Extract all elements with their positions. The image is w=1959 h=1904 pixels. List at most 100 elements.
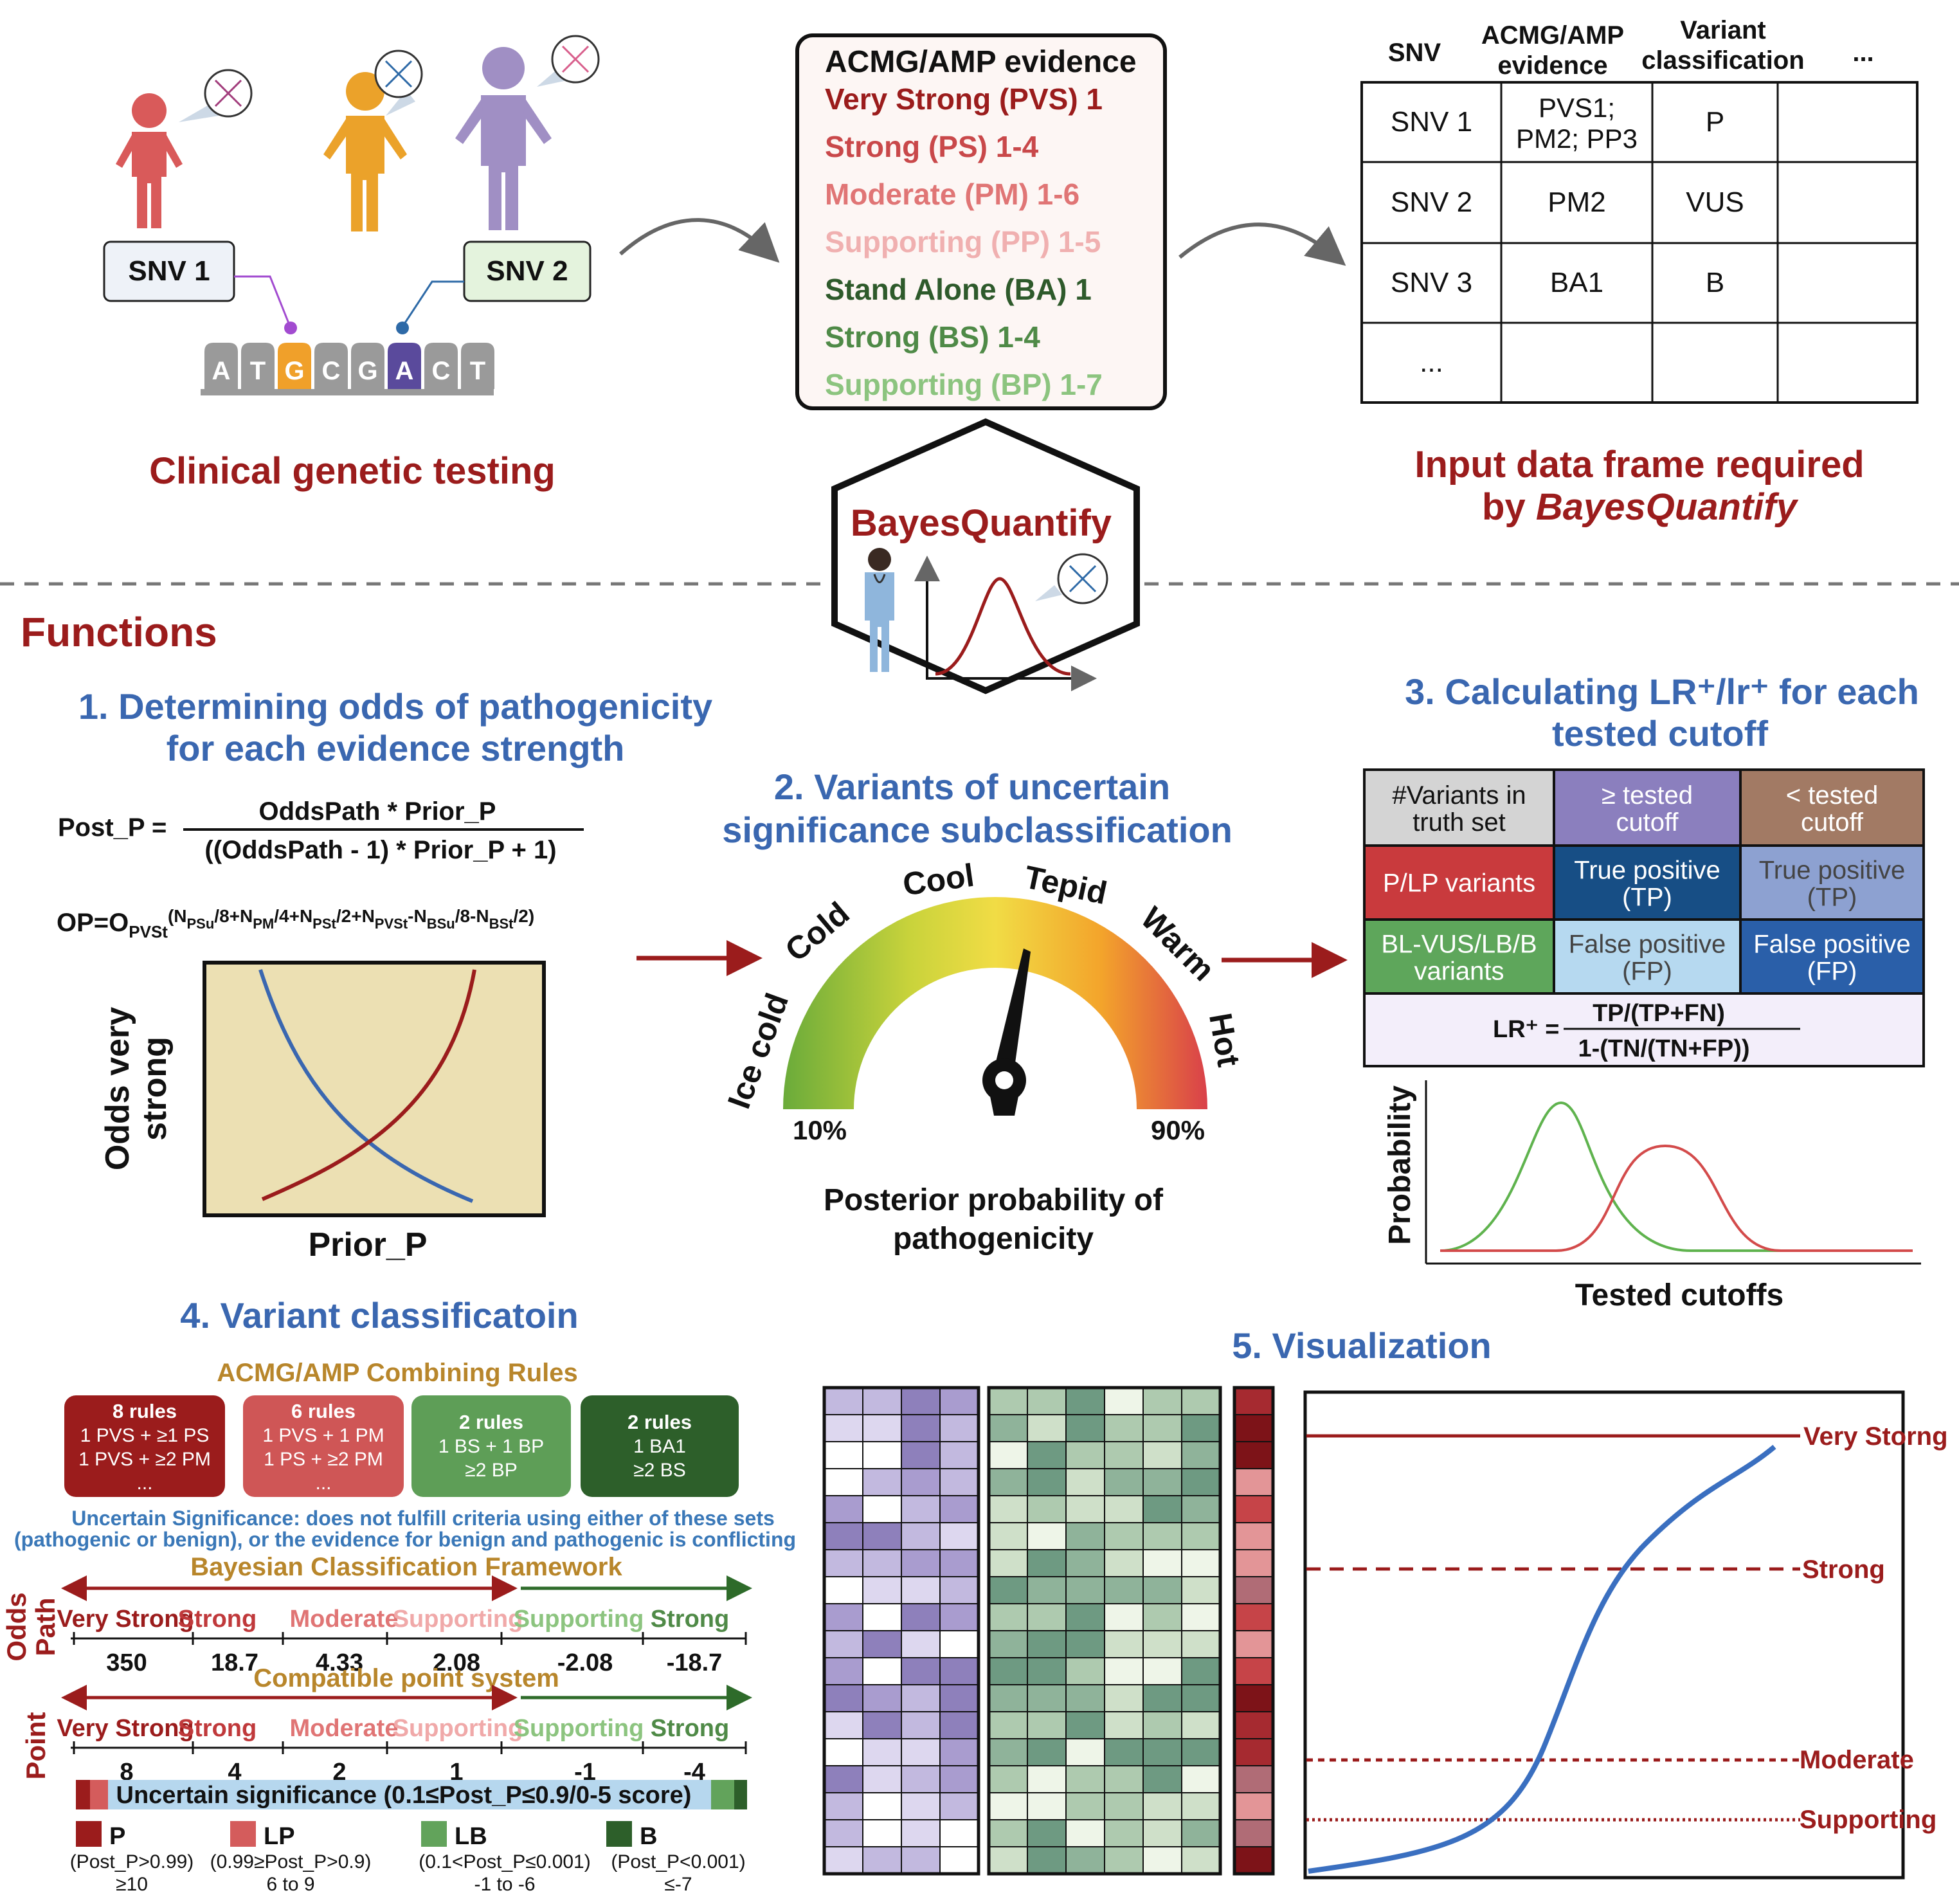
heatmap-cell xyxy=(1142,1630,1182,1658)
heatmap-cell xyxy=(939,1414,979,1442)
evidence-line: Supporting (PP) 1-5 xyxy=(825,225,1101,258)
person-orange-icon xyxy=(323,72,407,231)
heatmap-cell xyxy=(862,1819,902,1847)
rule-boxes: 8 rules 1 PVS + ≥1 PS 1 PVS + ≥2 PM... 6 ru… xyxy=(64,1395,739,1497)
heatmap-cell xyxy=(988,1576,1028,1604)
heatmap-cell xyxy=(1104,1684,1144,1712)
heatmap-cell xyxy=(1065,1522,1105,1550)
gauge-caption-line2: pathogenicity xyxy=(893,1222,1094,1256)
scale-value: 8 xyxy=(120,1759,133,1786)
lr-table-text: #Variants in xyxy=(1392,781,1526,810)
heatmap-cell xyxy=(824,1738,863,1766)
heatmap-cell xyxy=(901,1738,941,1766)
heatmap-cell xyxy=(1181,1468,1221,1496)
table-cell: B xyxy=(1706,267,1724,298)
lr-lhs: LR⁺ = xyxy=(1493,1016,1559,1043)
us-note-line1: Uncertain Significance: does not fulfill… xyxy=(71,1507,775,1530)
rule-box xyxy=(581,1395,739,1497)
heatmap-cell xyxy=(1027,1657,1067,1685)
heatmap-cell xyxy=(1104,1765,1144,1793)
rule-box-line: ... xyxy=(315,1473,331,1494)
heatmap-cell xyxy=(988,1657,1028,1685)
legend-label: B xyxy=(640,1823,657,1850)
heatmap-cell xyxy=(988,1495,1028,1523)
lr-numerator: TP/(TP+FN) xyxy=(1593,1000,1725,1027)
scale-axis-label: Odds xyxy=(1,1592,32,1661)
heatmap-cell xyxy=(862,1549,902,1577)
heatmap-cell xyxy=(1027,1441,1067,1469)
heatmap-cell xyxy=(862,1522,902,1550)
dna-base xyxy=(314,343,348,389)
evidence-list: Very Strong (PVS) 1 Strong (PS) 1-4 Modera… xyxy=(825,82,1103,401)
dna-base-letter: G xyxy=(357,357,377,385)
op-formula: OP=OPVSt(NPSu/8+NPM/4+NPSt/2+NPVSt-NBSu/… xyxy=(57,906,534,941)
heatmap-cell xyxy=(1181,1522,1221,1550)
heatmap-cell xyxy=(862,1657,902,1685)
heatmap-cell xyxy=(824,1657,863,1685)
snv1-connector xyxy=(234,275,291,325)
formula-lhs: Post_P = xyxy=(58,813,167,842)
lr-table-text: False positive xyxy=(1569,930,1726,959)
lr-table-text: (TP) xyxy=(1807,884,1857,912)
heatmap-cell xyxy=(939,1846,979,1874)
heatmap-cell xyxy=(1027,1684,1067,1712)
strength-label: Supporting xyxy=(514,1715,644,1742)
evidence-box xyxy=(795,33,1167,410)
heatmap-cell xyxy=(824,1522,863,1550)
bayesquantify-logo: BayesQuantify xyxy=(831,418,1140,694)
lr-table-cell xyxy=(1553,844,1742,921)
strength-label: Moderate xyxy=(290,1606,399,1633)
heatmap-cell xyxy=(1065,1792,1105,1820)
heatmap-cell xyxy=(901,1711,941,1739)
us-note-line2: (pathogenic or benign), or the evidence … xyxy=(14,1528,796,1551)
lr-table-text: cutoff xyxy=(1616,808,1679,837)
heatmap-cell xyxy=(939,1522,979,1550)
rule-box-line: 1 PVS + 1 PM xyxy=(262,1425,384,1446)
doctor-icon xyxy=(865,548,894,672)
heatmap-cell xyxy=(1181,1738,1221,1766)
heatmap-cell xyxy=(1181,1765,1221,1793)
heatmap-cell xyxy=(988,1441,1028,1469)
heatmap-cell xyxy=(1027,1846,1067,1874)
heatmap-cell xyxy=(939,1387,979,1415)
heatmap-cell xyxy=(1142,1765,1182,1793)
heatmap-cell xyxy=(824,1549,863,1577)
threshold-plot-frame xyxy=(1303,1390,1905,1880)
heatmap-cell xyxy=(1181,1657,1221,1685)
heatmap-cell xyxy=(1234,1522,1274,1550)
gauge-needle xyxy=(982,948,1031,1116)
heatmap-cell xyxy=(862,1441,902,1469)
legend-swatch xyxy=(230,1821,256,1847)
evidence-box-title: ACMG/AMP evidence xyxy=(825,45,1137,79)
heatmap-cell xyxy=(1104,1549,1144,1577)
point-title: Compatible point system xyxy=(253,1664,559,1692)
lr-table-cell xyxy=(1739,918,1925,995)
heatmap-cell xyxy=(1104,1738,1144,1766)
lr-table-cell xyxy=(1739,768,1925,847)
legend-sub: (0.99≥Post_P>0.9) xyxy=(210,1851,372,1872)
rule-box-line: 2 rules xyxy=(459,1411,523,1433)
lr-table-text: < tested xyxy=(1786,781,1878,810)
heatmap-cell xyxy=(1234,1657,1274,1685)
class-legend: P(Post_P>0.99)≥10 LP(0.99≥Post_P>0.9)6 to… xyxy=(70,1821,746,1895)
threshold-label-supporting: Supporting xyxy=(1800,1806,1936,1834)
heatmap-cell xyxy=(1027,1738,1067,1766)
dna-base-letter: G xyxy=(284,357,304,385)
dna-base-letter: T xyxy=(250,357,266,385)
heatmap-cell xyxy=(1065,1657,1105,1685)
heatmap-cell xyxy=(988,1846,1028,1874)
heatmap-cell xyxy=(1142,1468,1182,1496)
heatmap-cell xyxy=(901,1414,941,1442)
table-header: ... xyxy=(1852,39,1873,67)
lr-table-cell xyxy=(1363,918,1555,995)
dna-base-letter: T xyxy=(470,357,485,385)
scale-value: 4 xyxy=(228,1759,241,1786)
dna-base-letter: A xyxy=(395,357,414,385)
heatmap-cell xyxy=(824,1765,863,1793)
heatmap-cell xyxy=(988,1522,1028,1550)
heatmap-cell xyxy=(1181,1792,1221,1820)
heatmap-cell xyxy=(1065,1738,1105,1766)
heatmap-cell xyxy=(1027,1711,1067,1739)
